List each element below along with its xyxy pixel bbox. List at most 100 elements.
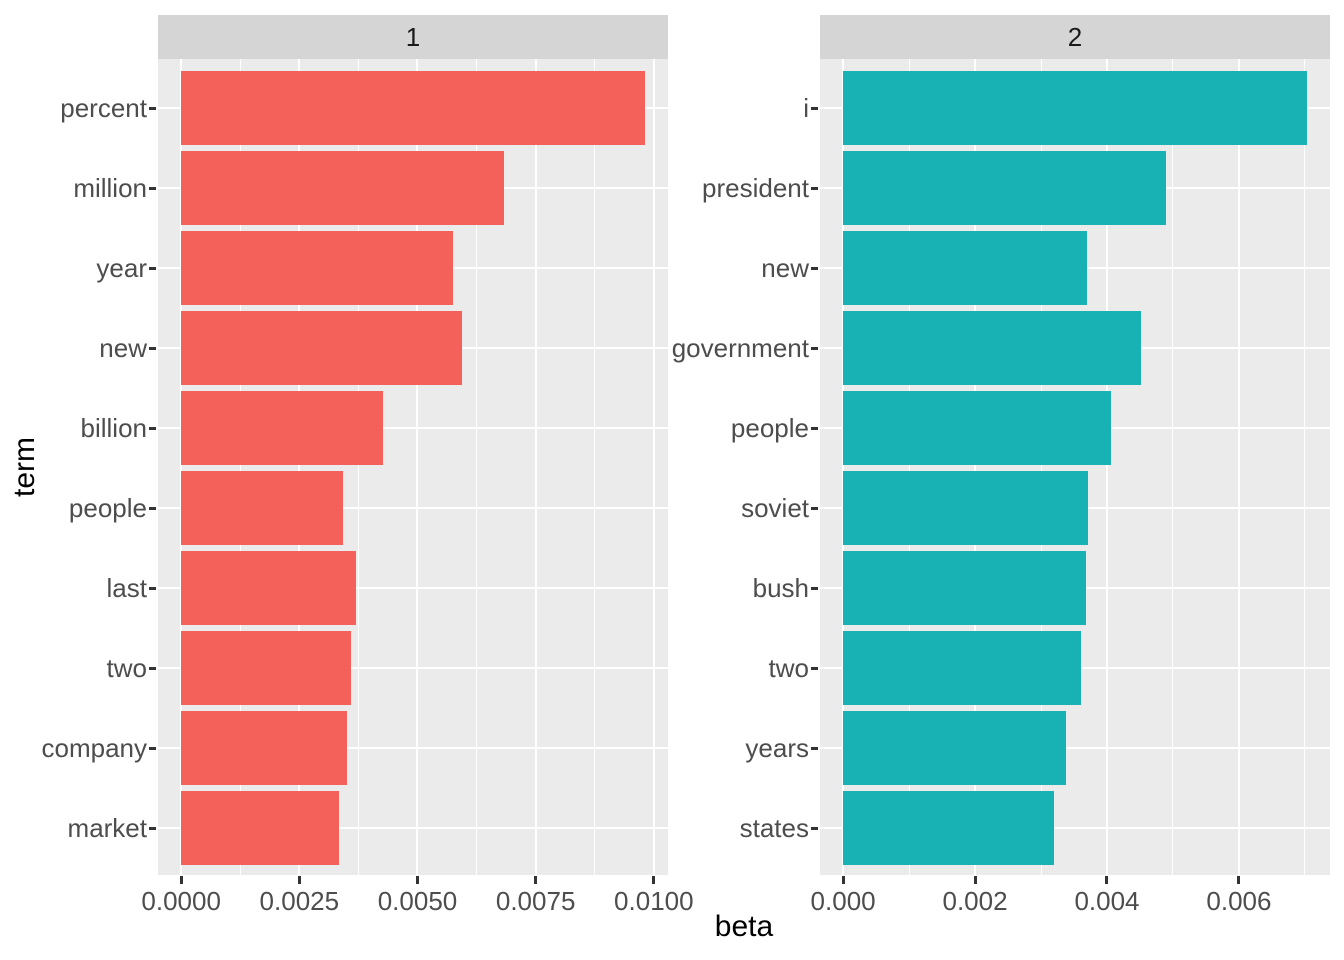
gridline-vertical-minor xyxy=(908,59,910,875)
x-axis-title: beta xyxy=(714,910,774,943)
x-tick-label: 0.0050 xyxy=(377,886,458,916)
gridline-vertical-minor xyxy=(357,59,359,875)
gridline-horizontal xyxy=(158,667,668,669)
bar-i xyxy=(843,71,1307,145)
y-tick-label-government: government xyxy=(671,333,809,363)
y-tick-mark xyxy=(149,186,156,190)
bar-new xyxy=(843,231,1088,305)
y-tick-mark xyxy=(149,586,156,590)
gridline-vertical-minor xyxy=(1304,59,1306,875)
y-tick-label-soviet: soviet xyxy=(741,493,809,523)
gridline-vertical-major xyxy=(1237,59,1240,875)
x-tick-mark xyxy=(179,876,183,884)
gridline-vertical-major xyxy=(1105,59,1108,875)
y-tick-mark xyxy=(149,746,156,750)
facet-2: 2 0.000 0.002 0.004 0.006 i president new gover… xyxy=(672,0,1330,960)
bar-year xyxy=(181,231,454,305)
y-tick-label-president: president xyxy=(702,173,809,203)
x-tick-mark xyxy=(534,876,538,884)
facet-1-plot-panel xyxy=(158,59,668,875)
y-tick-mark xyxy=(811,426,818,430)
gridline-horizontal xyxy=(820,827,1330,829)
y-tick-label-company: company xyxy=(41,733,148,763)
gridline-vertical-major xyxy=(974,59,977,875)
bar-bush xyxy=(843,551,1086,625)
y-tick-label-bush: bush xyxy=(752,573,809,603)
x-tick-mark xyxy=(652,876,656,884)
x-tick-mark xyxy=(1105,876,1109,884)
bar-people xyxy=(843,391,1111,465)
bar-last xyxy=(181,551,356,625)
x-tick-mark xyxy=(973,876,977,884)
gridline-horizontal xyxy=(158,427,668,429)
y-tick-label-new: new xyxy=(99,333,147,363)
x-tick-mark xyxy=(1237,876,1241,884)
bar-billion xyxy=(181,391,383,465)
bar-two xyxy=(843,631,1082,705)
facet-2-plot-panel xyxy=(820,59,1330,875)
gridline-vertical-minor xyxy=(1040,59,1042,875)
x-tick-label: 0.000 xyxy=(810,886,876,916)
y-tick-mark xyxy=(811,106,818,110)
y-tick-label-billion: billion xyxy=(80,413,148,443)
y-tick-mark xyxy=(149,346,156,350)
y-tick-label-two: two xyxy=(106,653,147,683)
y-tick-label-year: year xyxy=(96,253,147,283)
bar-soviet xyxy=(843,471,1088,545)
gridline-vertical-major xyxy=(298,59,301,875)
x-tick-label: 0.0075 xyxy=(495,886,576,916)
y-tick-label-last: last xyxy=(106,573,147,603)
gridline-vertical-major xyxy=(842,59,845,875)
y-tick-label-people: people xyxy=(730,413,809,443)
gridline-vertical-major xyxy=(180,59,183,875)
facet-1: 1 0.0000 0.0025 0.0050 0.0075 0.0100 percent m… xyxy=(42,0,694,960)
y-tick-mark xyxy=(811,186,818,190)
gridline-vertical-major xyxy=(534,59,537,875)
x-tick-mark xyxy=(841,876,845,884)
facet-2-strip: 2 xyxy=(820,15,1330,59)
gridline-horizontal xyxy=(820,747,1330,749)
y-tick-mark xyxy=(811,506,818,510)
bar-two xyxy=(181,631,352,705)
x-tick-label: 0.0000 xyxy=(141,886,221,916)
bar-states xyxy=(843,791,1054,865)
y-tick-label-states: states xyxy=(739,813,809,843)
bar-government xyxy=(843,311,1142,385)
y-tick-mark xyxy=(149,506,156,510)
bar-president xyxy=(843,151,1166,225)
gridline-vertical-major xyxy=(652,59,655,875)
y-axis-title: term xyxy=(8,437,41,497)
y-tick-mark xyxy=(811,746,818,750)
y-tick-label-percent: percent xyxy=(60,93,147,123)
y-tick-mark xyxy=(811,346,818,350)
bar-company xyxy=(181,711,347,785)
y-tick-label-i: i xyxy=(803,93,809,123)
bar-percent xyxy=(181,71,645,145)
y-tick-mark xyxy=(149,266,156,270)
gridline-horizontal xyxy=(158,587,668,589)
x-tick-mark xyxy=(415,876,419,884)
y-tick-label-market: market xyxy=(67,813,147,843)
bar-million xyxy=(181,151,505,225)
facet-1-strip: 1 xyxy=(158,15,668,59)
gridline-vertical-major xyxy=(416,59,419,875)
y-tick-mark xyxy=(149,826,156,830)
y-tick-mark xyxy=(149,106,156,110)
y-tick-label-million: million xyxy=(73,173,147,203)
gridline-vertical-minor xyxy=(476,59,478,875)
facet-1-strip-label: 1 xyxy=(405,22,421,52)
x-tick-label: 0.004 xyxy=(1074,886,1140,916)
gridline-horizontal xyxy=(158,747,668,749)
x-tick-label: 0.0100 xyxy=(614,886,694,916)
x-tick-label: 0.002 xyxy=(942,886,1008,916)
y-tick-mark xyxy=(811,266,818,270)
bar-market xyxy=(181,791,339,865)
y-tick-mark xyxy=(811,586,818,590)
bar-years xyxy=(843,711,1067,785)
y-tick-label-people: people xyxy=(68,493,147,523)
gridline-vertical-minor xyxy=(594,59,596,875)
facet-2-strip-label: 2 xyxy=(1067,22,1083,52)
x-tick-mark xyxy=(297,876,301,884)
gridline-horizontal xyxy=(158,827,668,829)
